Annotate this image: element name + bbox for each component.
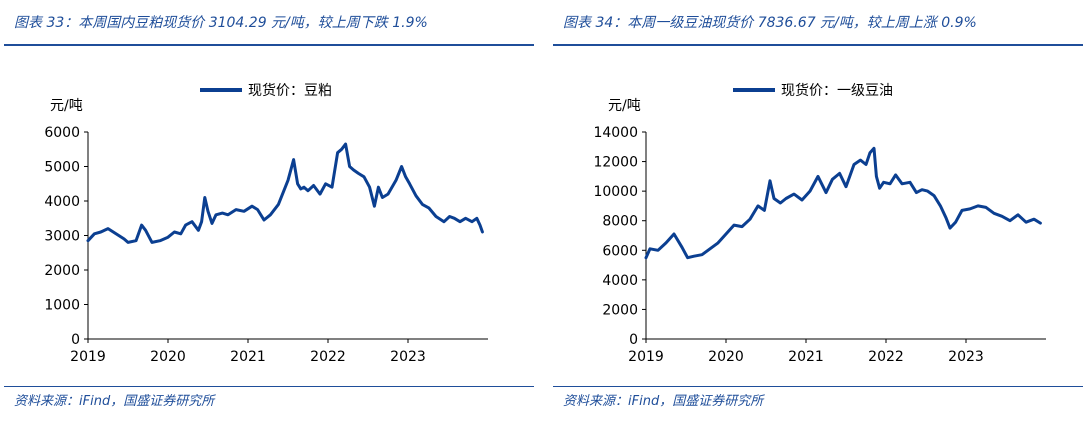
series-line: [86, 142, 484, 244]
x-tick-label: 2022: [310, 349, 346, 365]
unit-label: 元/吨: [608, 98, 641, 114]
source-note: 资料来源：iFind，国盛证券研究所: [563, 394, 764, 409]
x-tick-label: 2019: [628, 349, 664, 365]
title-divider: [553, 44, 1083, 46]
series-line: [644, 146, 1042, 260]
x-tick-label: 2021: [788, 349, 824, 365]
chart-soymeal-price: 元/吨 现货价：豆粕 0 1000 2000 3000 4000 5000 6000 2019 20…: [44, 82, 488, 365]
chart-title: 图表 34：本周一级豆油现货价 7836.67 元/吨，较上周上涨 0.9%: [563, 15, 977, 31]
y-tick-label: 4000: [602, 273, 638, 289]
y-tick-label: 14000: [593, 125, 638, 141]
chart-panel-33: 图表 33：本周国内豆粕现货价 3104.29 元/吨，较上周下跌 1.9% 元…: [4, 0, 534, 423]
unit-label: 元/吨: [50, 98, 83, 114]
source-divider: [553, 386, 1083, 387]
source-note: 资料来源：iFind，国盛证券研究所: [14, 394, 215, 409]
x-tick-label: 2023: [948, 349, 984, 365]
legend-label: 现货价：豆粕: [248, 82, 332, 99]
x-tick-label: 2020: [150, 349, 186, 365]
y-tick-label: 6000: [602, 243, 638, 259]
x-tick-label: 2022: [868, 349, 904, 365]
y-tick-label: 2000: [602, 302, 638, 318]
x-tick-label: 2021: [230, 349, 266, 365]
y-tick-label: 2000: [44, 263, 80, 279]
y-tick-label: 10000: [593, 184, 638, 200]
x-tick-label: 2019: [70, 349, 106, 365]
y-tick-label: 3000: [44, 229, 80, 245]
y-tick-label: 0: [629, 332, 638, 348]
chart-title: 图表 33：本周国内豆粕现货价 3104.29 元/吨，较上周下跌 1.9%: [14, 15, 428, 31]
x-tick-label: 2023: [390, 349, 426, 365]
y-tick-label: 5000: [44, 160, 80, 176]
x-tick-label: 2020: [708, 349, 744, 365]
y-tick-label: 8000: [602, 214, 638, 230]
y-tick-label: 12000: [593, 155, 638, 171]
chart-panel-34: 图表 34：本周一级豆油现货价 7836.67 元/吨，较上周上涨 0.9% 元…: [553, 0, 1083, 423]
legend-label: 现货价：一级豆油: [781, 82, 893, 99]
y-tick-label: 6000: [44, 125, 80, 141]
title-divider: [4, 44, 534, 46]
y-tick-label: 4000: [44, 194, 80, 210]
source-divider: [4, 386, 534, 387]
chart-soyoil-price: 元/吨 现货价：一级豆油 0 2000 4000 6000 8000 10000 12000 14…: [593, 82, 1046, 365]
y-tick-label: 1000: [44, 298, 80, 314]
y-tick-label: 0: [71, 332, 80, 348]
